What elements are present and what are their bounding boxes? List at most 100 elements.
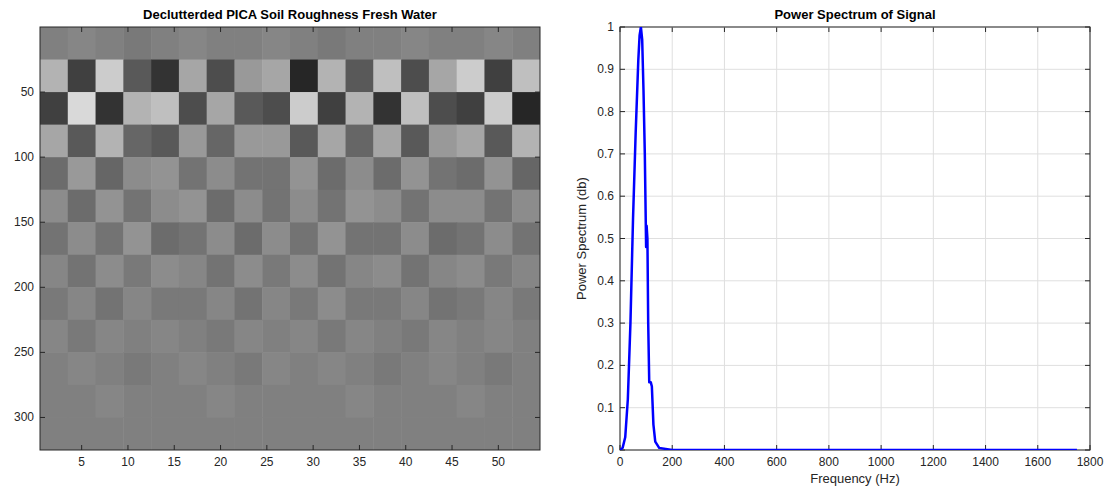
heatmap-cell [262, 27, 290, 60]
tick-mark [620, 196, 625, 197]
heatmap-cell [123, 385, 151, 418]
tick-label: 0.7 [597, 147, 614, 161]
heatmap-cell [151, 125, 179, 158]
heatmap-cell [262, 125, 290, 158]
heatmap-cell [346, 190, 374, 223]
tick-label: 20 [214, 455, 228, 469]
heatmap-cell [40, 222, 68, 255]
heatmap-cell [290, 222, 318, 255]
heatmap-cell [68, 287, 96, 320]
tick-label: 0.3 [597, 316, 614, 330]
heatmap-cell [346, 385, 374, 418]
tick-label: 300 [14, 410, 34, 424]
tick-label: 200 [14, 280, 34, 294]
heatmap-cell [262, 385, 290, 418]
tick-label: 0.2 [597, 358, 614, 372]
heatmap-cell [429, 125, 457, 158]
tick-mark [1085, 69, 1090, 70]
heatmap-cell [234, 222, 262, 255]
heatmap-cell [512, 385, 540, 418]
tick-label: 250 [14, 345, 34, 359]
heatmap-cell [68, 190, 96, 223]
tick-mark [40, 352, 45, 353]
tick-mark [1085, 111, 1090, 112]
tick-mark [1085, 365, 1090, 366]
tick-mark [174, 445, 175, 450]
tick-label: 800 [819, 455, 839, 469]
heatmap-cell [346, 352, 374, 385]
heatmap-cell [96, 190, 124, 223]
heatmap-cell [68, 320, 96, 353]
grid-line [620, 69, 1090, 70]
tick-mark [535, 157, 540, 158]
tick-label: 0.6 [597, 189, 614, 203]
axes-frame [40, 27, 540, 450]
heatmap-cell [457, 320, 485, 353]
heatmap-cell [234, 60, 262, 93]
tick-mark [405, 445, 406, 450]
tick-mark [359, 445, 360, 450]
heatmap-cell [346, 255, 374, 288]
heatmap-cell [512, 157, 540, 190]
heatmap-cell [262, 222, 290, 255]
tick-label: 25 [260, 455, 274, 469]
tick-label: 15 [168, 455, 182, 469]
heatmap-cell [262, 287, 290, 320]
heatmap-cell [123, 320, 151, 353]
heatmap-cell [151, 417, 179, 450]
heatmap-cell [457, 125, 485, 158]
tick-label: 200 [662, 455, 682, 469]
tick-mark [620, 323, 625, 324]
heatmap-cell [234, 92, 262, 125]
heatmap-cell [123, 222, 151, 255]
heatmap-cell [318, 157, 346, 190]
heatmap-cell [262, 92, 290, 125]
heatmap-cell [457, 222, 485, 255]
heatmap-cell [68, 222, 96, 255]
heatmap-cell [318, 27, 346, 60]
heatmap-cell [40, 157, 68, 190]
axes-frame [620, 27, 1090, 450]
heatmap-cell [512, 320, 540, 353]
grid-line [620, 153, 1090, 154]
heatmap-cell [373, 27, 401, 60]
tick-mark [40, 417, 45, 418]
tick-label: 400 [714, 455, 734, 469]
grid-line [620, 196, 1090, 197]
heatmap-cell [457, 92, 485, 125]
tick-mark [620, 111, 625, 112]
heatmap [40, 27, 540, 450]
heatmap-cell [207, 92, 235, 125]
heatmap-cell [96, 27, 124, 60]
grid-line [620, 111, 1090, 112]
heatmap-cell [151, 320, 179, 353]
tick-label: 0.4 [597, 274, 614, 288]
grid-line [620, 238, 1090, 239]
heatmap-cell [429, 385, 457, 418]
heatmap-cell [484, 125, 512, 158]
axes: 02004006008001000120014001600180000.10.2… [574, 7, 1104, 486]
heatmap-cell [179, 352, 207, 385]
heatmap-cell [401, 287, 429, 320]
axis-title: Power Spectrum (db) [574, 177, 589, 300]
heatmap-cell [207, 352, 235, 385]
heatmap-cell [68, 157, 96, 190]
heatmap-cell [346, 27, 374, 60]
tick-label: 10 [121, 455, 135, 469]
heatmap-cell [318, 190, 346, 223]
heatmap-cell [512, 255, 540, 288]
heatmap-cell [373, 255, 401, 288]
tick-mark [535, 287, 540, 288]
heatmap-cell [290, 60, 318, 93]
tick-mark [127, 27, 128, 32]
heatmap-cell [234, 352, 262, 385]
heatmap-cell [346, 125, 374, 158]
tick-mark [359, 27, 360, 32]
heatmap-cell [68, 125, 96, 158]
heatmap-cell [234, 125, 262, 158]
tick-mark [1085, 238, 1090, 239]
heatmap-cell [123, 92, 151, 125]
heatmap-cell [123, 287, 151, 320]
heatmap-cell [318, 222, 346, 255]
heatmap-cell [318, 385, 346, 418]
